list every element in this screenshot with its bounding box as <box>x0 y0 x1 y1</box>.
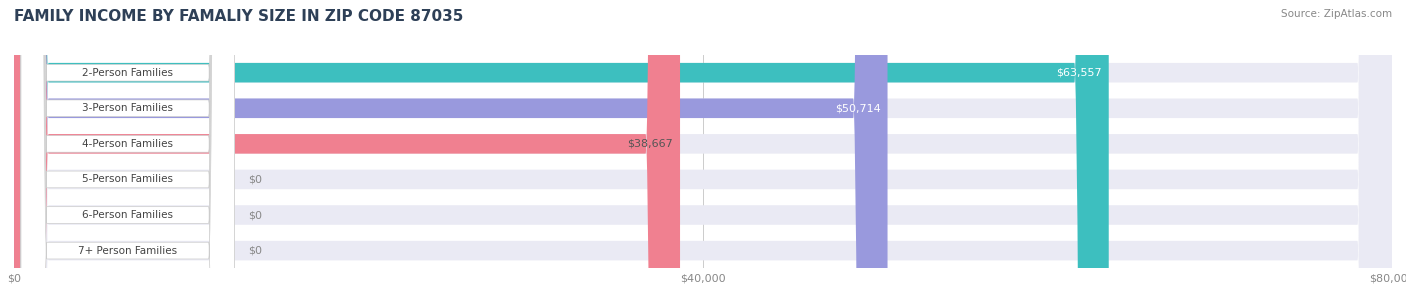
FancyBboxPatch shape <box>21 0 235 305</box>
FancyBboxPatch shape <box>14 0 887 305</box>
FancyBboxPatch shape <box>14 0 1392 305</box>
Text: 2-Person Families: 2-Person Families <box>82 68 173 78</box>
Text: 4-Person Families: 4-Person Families <box>82 139 173 149</box>
FancyBboxPatch shape <box>21 0 235 305</box>
Text: $38,667: $38,667 <box>627 139 673 149</box>
FancyBboxPatch shape <box>21 0 235 305</box>
Text: 3-Person Families: 3-Person Families <box>82 103 173 113</box>
FancyBboxPatch shape <box>14 0 1109 305</box>
FancyBboxPatch shape <box>14 0 681 305</box>
Text: $63,557: $63,557 <box>1056 68 1102 78</box>
Text: $0: $0 <box>249 174 263 185</box>
FancyBboxPatch shape <box>21 0 235 305</box>
FancyBboxPatch shape <box>14 0 1392 305</box>
Text: $0: $0 <box>249 210 263 220</box>
FancyBboxPatch shape <box>21 0 235 305</box>
Text: Source: ZipAtlas.com: Source: ZipAtlas.com <box>1281 9 1392 19</box>
Text: $0: $0 <box>249 246 263 256</box>
Text: 5-Person Families: 5-Person Families <box>82 174 173 185</box>
FancyBboxPatch shape <box>14 0 1392 305</box>
FancyBboxPatch shape <box>14 0 1392 305</box>
Text: 6-Person Families: 6-Person Families <box>82 210 173 220</box>
FancyBboxPatch shape <box>14 0 1392 305</box>
Text: 7+ Person Families: 7+ Person Families <box>79 246 177 256</box>
Text: FAMILY INCOME BY FAMALIY SIZE IN ZIP CODE 87035: FAMILY INCOME BY FAMALIY SIZE IN ZIP COD… <box>14 9 464 24</box>
Text: $50,714: $50,714 <box>835 103 880 113</box>
FancyBboxPatch shape <box>14 0 1392 305</box>
FancyBboxPatch shape <box>21 0 235 305</box>
